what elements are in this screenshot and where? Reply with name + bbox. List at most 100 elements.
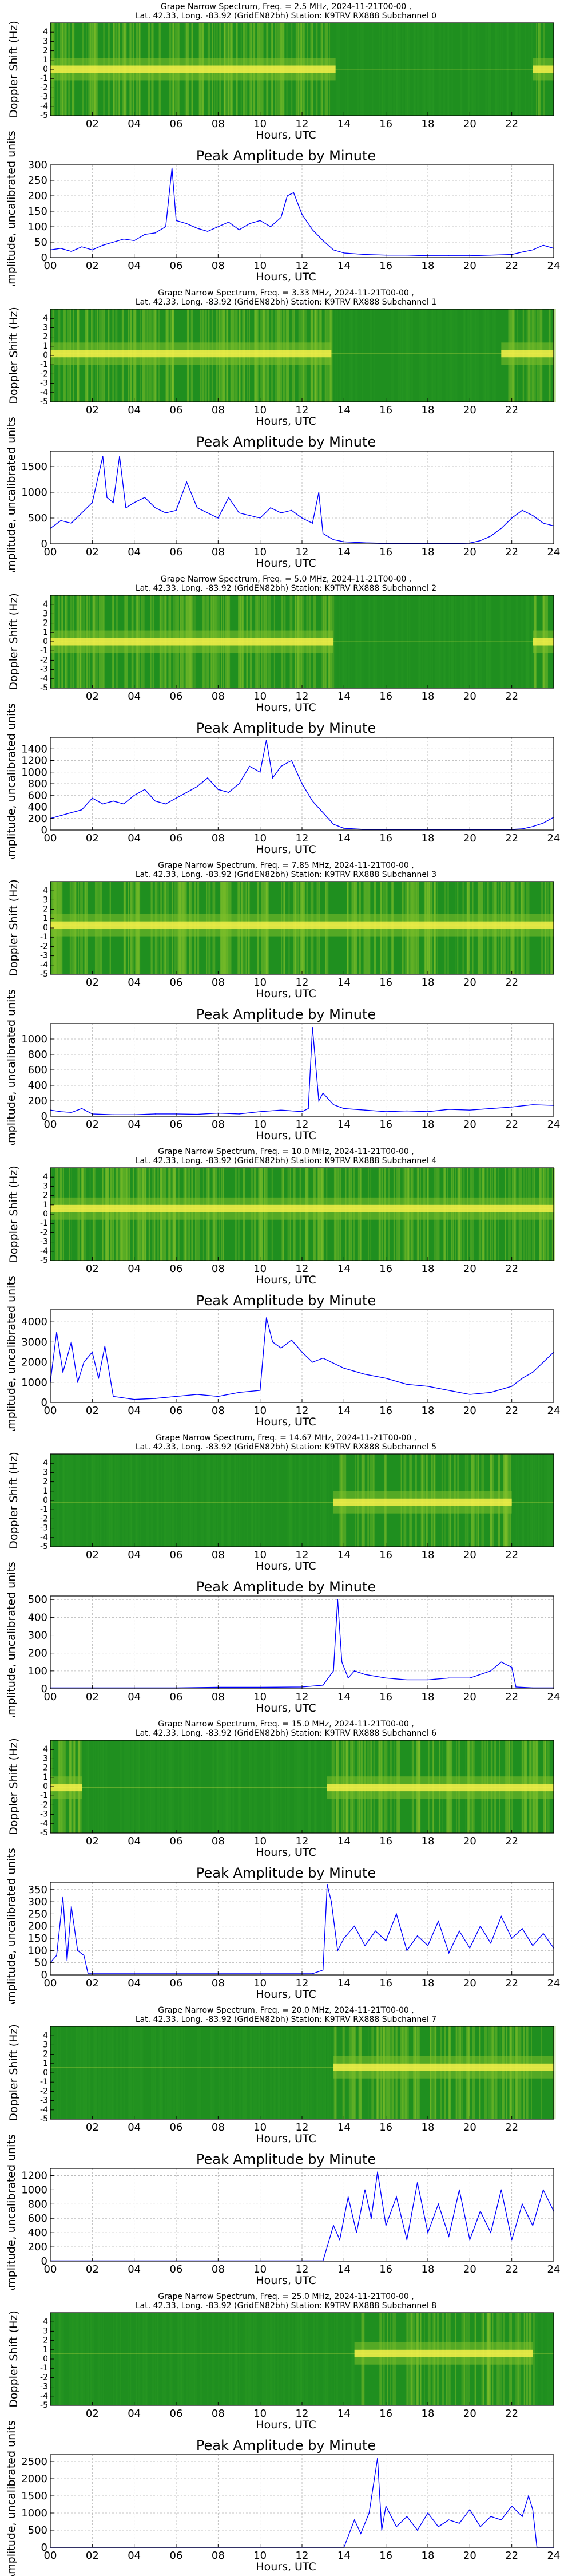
spectrogram-stripe (130, 1454, 133, 1547)
doppler-axis-label: Doppler Shift (Hz) (7, 2024, 20, 2121)
data-point (406, 2239, 408, 2241)
spectrogram-subtitle: Lat. 42.33, Long. -83.92 (GridEN82bh) St… (136, 1729, 436, 1738)
doppler-tick-label: 1 (43, 914, 48, 923)
spectrogram-stripe (466, 595, 469, 688)
x-tick-label: 04 (128, 1977, 141, 1989)
doppler-axis-label: Doppler Shift (Hz) (7, 879, 20, 977)
spectrogram-stripe (210, 2026, 212, 2119)
doppler-tick-label: 2 (43, 1191, 48, 1200)
spectrogram-stripe (146, 2313, 148, 2405)
spectrogram-stripe (219, 1740, 220, 1833)
spectrogram-stripe (288, 1740, 290, 1833)
doppler-tick-label: 0 (43, 1496, 48, 1505)
peak-amplitude-series (50, 2172, 554, 2262)
spectrogram-x-tick-label: 12 (296, 2121, 309, 2134)
spectrogram-stripe (541, 2313, 543, 2405)
spectrogram-stripe (185, 1454, 187, 1547)
subchannel-number: 1 (431, 298, 436, 307)
data-point (522, 251, 523, 253)
x-tick-label: 22 (505, 2263, 518, 2275)
data-point (364, 1945, 366, 1946)
doppler-tick-label: 0 (43, 2354, 48, 2364)
spectrogram-stripe (451, 595, 454, 688)
spectrogram-stripe (109, 1454, 110, 1547)
data-point (113, 800, 114, 802)
spectrogram-stripe (253, 2313, 256, 2405)
spectrogram-stripe (176, 2313, 180, 2405)
data-point (360, 2533, 362, 2534)
data-point (123, 238, 125, 240)
spectrogram-stripe (135, 1454, 137, 1547)
carrier-line (50, 638, 333, 646)
data-point (427, 1111, 428, 1112)
doppler-axis-label: Doppler Shift (Hz) (7, 307, 20, 404)
subchannel-number: 5 (431, 1443, 436, 1452)
spectrogram-x-tick-label: 06 (170, 690, 183, 702)
spectrogram-stripe (190, 2313, 193, 2405)
data-point (176, 220, 177, 222)
spectrogram-image (50, 1740, 554, 1833)
spectrogram-stripe (517, 23, 518, 116)
spectrogram-stripe (312, 2026, 314, 2119)
y-tick-label: 1000 (21, 487, 47, 499)
doppler-tick-label: -3 (40, 1810, 48, 1819)
y-tick-label: 4000 (21, 1316, 47, 1328)
spectrogram-stripe (296, 1740, 299, 1833)
data-point (104, 1345, 106, 1347)
data-point (113, 242, 114, 243)
x-tick-label: 08 (212, 1119, 225, 1131)
spectrogram-stripe (307, 2026, 309, 2119)
x-tick-label: 08 (212, 832, 225, 844)
spectrogram-stripe (256, 1740, 257, 1833)
x-tick-label: 12 (296, 2263, 309, 2275)
data-point (83, 1361, 85, 1363)
spectrogram-stripe (163, 2313, 165, 2405)
spectrogram-stripe (506, 23, 509, 116)
doppler-tick-label: 3 (43, 1182, 48, 1191)
spectrogram-stripe (537, 1454, 539, 1547)
spectrogram-x-tick-label: 20 (463, 2408, 476, 2420)
x-tick-label: 06 (170, 546, 183, 558)
spectrogram-stripe (273, 2313, 276, 2405)
x-tick-label: 22 (505, 1691, 518, 1703)
spectrogram-stripe (340, 309, 341, 402)
data-point (490, 1108, 491, 1109)
spectrogram-stripe (483, 309, 486, 402)
data-point (532, 515, 534, 516)
spectrogram-stripe (140, 2026, 142, 2119)
spectrogram-stripe (316, 2026, 319, 2119)
spectrogram-stripe (314, 1740, 317, 1833)
spectrogram-stripe (130, 2026, 132, 2119)
y-tick-label: 350 (28, 1884, 47, 1896)
spectrogram-stripe (450, 309, 451, 402)
spectrogram-x-axis-label: Hours, UTC (256, 129, 316, 141)
spectrogram-x-tick-label: 16 (379, 1549, 392, 1561)
spectrogram-x-tick-label: 08 (212, 2121, 225, 2134)
data-point (270, 507, 271, 508)
spectrogram-stripe (138, 1740, 140, 1833)
spectrogram-stripe (541, 1454, 542, 1547)
x-tick-label: 08 (212, 1977, 225, 1989)
spectrogram-stripe (62, 1454, 65, 1547)
x-tick-label: 18 (422, 2263, 435, 2275)
spectrogram-stripe (221, 1454, 223, 1547)
spectrogram-stripe (308, 1740, 311, 1833)
data-point (176, 1396, 177, 1397)
spectrogram-x-tick-label: 02 (86, 118, 99, 130)
spectrogram-x-tick-label: 14 (337, 1549, 351, 1561)
spectrogram-stripe (307, 2026, 309, 2119)
data-point (70, 523, 72, 524)
spectrogram-stripe (277, 2026, 280, 2119)
y-tick-label: 150 (28, 206, 47, 218)
spectrogram-stripe (463, 309, 466, 402)
spectrogram-stripe (320, 1454, 322, 1547)
data-point (542, 823, 544, 824)
doppler-tick-label: -4 (40, 961, 48, 970)
spectrogram-stripe (65, 1454, 69, 1547)
spectrogram-stripe (142, 2313, 145, 2405)
channel-panel-2: Grape Narrow Spectrum, Freq. = 5.0 MHz, … (0, 572, 572, 859)
spectrogram-stripe (432, 23, 434, 116)
spectrogram-stripe (250, 2313, 253, 2405)
spectrogram-stripe (69, 2313, 71, 2405)
station-line: Lat. 42.33, Long. -83.92 (GridEN82bh) St… (136, 2301, 431, 2310)
